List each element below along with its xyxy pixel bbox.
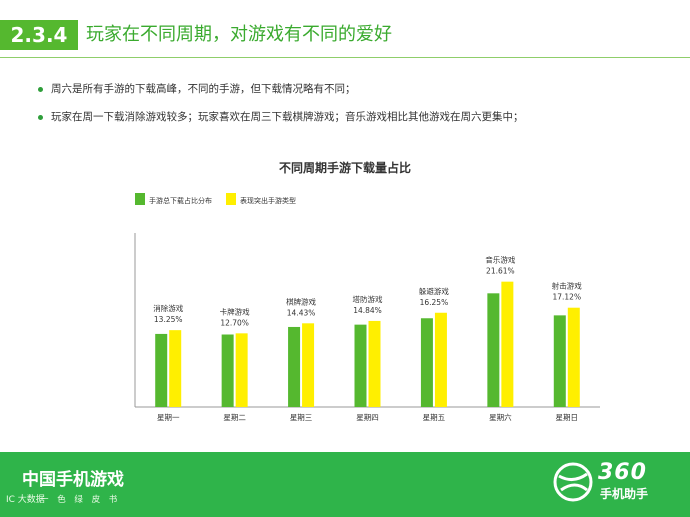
data-label-name: 棋牌游戏	[286, 296, 316, 306]
bullet-text: 玩家在周一下载消除游戏较多；玩家喜欢在周三下载棋牌游戏；音乐游戏相比其他游戏在周…	[51, 111, 524, 123]
bar	[221, 334, 234, 407]
bar	[567, 307, 580, 407]
page-title: 玩家在不同周期，对游戏有不同的爱好	[86, 24, 392, 45]
data-label-name: 躲避游戏	[419, 286, 449, 296]
data-label-name: 射击游戏	[552, 281, 582, 291]
data-label-value: 13.25%	[154, 315, 183, 324]
bar	[368, 320, 381, 407]
bullet-text: 周六是所有手游的下载高峰，不同的手游，但下载情况略有不同；	[51, 83, 356, 95]
logo-ball-icon	[553, 462, 593, 502]
bar	[288, 326, 301, 407]
data-label-name: 卡牌游戏	[220, 306, 250, 316]
bar	[501, 281, 514, 407]
x-tick-label: 星期二	[223, 413, 246, 422]
bar	[553, 315, 566, 407]
legend-label: 手游总下载占比分布	[149, 196, 212, 205]
bullet-dot-icon	[38, 87, 43, 92]
footer-subtitle: 一 色 绿 皮 书	[40, 495, 121, 505]
data-label-name: 消除游戏	[153, 303, 183, 313]
logo-number: 360	[598, 460, 647, 485]
footer-title: 中国手机游戏	[22, 470, 124, 490]
data-label-name: 音乐游戏	[485, 255, 515, 265]
bullet-list: 周六是所有手游的下载高峰，不同的手游，但下载情况略有不同； 玩家在周一下载消除游…	[38, 82, 524, 138]
x-tick-label: 星期五	[423, 413, 446, 422]
data-label-value: 14.43%	[287, 308, 316, 317]
bar	[434, 312, 447, 407]
bar	[302, 323, 315, 407]
x-tick-label: 星期四	[356, 413, 379, 422]
x-tick-label: 星期一	[157, 413, 180, 422]
watermark-text: IC 大数据	[6, 495, 45, 505]
section-number: 2.3.4	[0, 20, 78, 50]
bar	[169, 330, 182, 407]
x-tick-label: 星期日	[556, 413, 579, 422]
bar	[235, 333, 248, 407]
bar	[487, 293, 500, 407]
data-label-name: 塔防游戏	[353, 294, 383, 304]
bullet-item: 玩家在周一下载消除游戏较多；玩家喜欢在周三下载棋牌游戏；音乐游戏相比其他游戏在周…	[38, 110, 524, 125]
bar	[354, 324, 367, 407]
chart-title: 不同周期手游下载量占比	[279, 160, 411, 175]
data-label-value: 14.84%	[353, 306, 382, 315]
x-tick-label: 星期六	[489, 412, 512, 422]
data-label-value: 16.25%	[420, 298, 449, 307]
legend-swatch	[226, 193, 236, 205]
x-tick-label: 星期三	[290, 413, 313, 422]
data-label-value: 17.12%	[552, 293, 581, 302]
bullet-dot-icon	[38, 115, 43, 120]
logo-text: 手机助手	[600, 487, 649, 501]
legend-swatch	[135, 193, 145, 205]
footer-bar: 中国手机游戏 IC 大数据 一 色 绿 皮 书 360 手机助手	[0, 452, 690, 517]
bar	[420, 318, 433, 407]
legend-label: 表现突出手游类型	[240, 196, 296, 205]
bar	[155, 333, 168, 407]
bullet-item: 周六是所有手游的下载高峰，不同的手游，但下载情况略有不同；	[38, 82, 524, 97]
data-label-value: 21.61%	[486, 267, 515, 276]
data-label-value: 12.70%	[220, 318, 249, 327]
slide-header: 2.3.4 玩家在不同周期，对游戏有不同的爱好	[0, 20, 690, 50]
header-divider	[0, 57, 690, 58]
